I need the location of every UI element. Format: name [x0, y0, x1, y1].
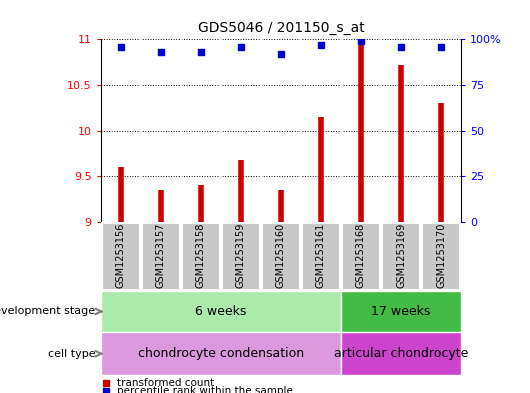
Bar: [341, 291, 461, 332]
Text: GSM1253170: GSM1253170: [436, 222, 446, 288]
Text: articular chondrocyte: articular chondrocyte: [334, 347, 468, 360]
Text: GSM1253160: GSM1253160: [276, 222, 286, 288]
Bar: [222, 223, 260, 290]
Bar: [182, 223, 220, 290]
Text: GSM1253169: GSM1253169: [396, 222, 406, 288]
Bar: [341, 332, 461, 375]
Bar: [422, 223, 460, 290]
Bar: [101, 332, 341, 375]
Bar: [382, 223, 420, 290]
Text: 17 weeks: 17 weeks: [372, 305, 431, 318]
Text: cell type: cell type: [48, 349, 95, 359]
Bar: [342, 223, 380, 290]
Text: GSM1253157: GSM1253157: [156, 222, 166, 288]
Text: GSM1253161: GSM1253161: [316, 222, 326, 288]
Title: GDS5046 / 201150_s_at: GDS5046 / 201150_s_at: [198, 22, 364, 35]
Text: transformed count: transformed count: [117, 378, 214, 388]
Bar: [101, 291, 341, 332]
Text: GSM1253158: GSM1253158: [196, 222, 206, 288]
Text: percentile rank within the sample: percentile rank within the sample: [117, 386, 293, 393]
Bar: [102, 223, 140, 290]
Bar: [302, 223, 340, 290]
Text: chondrocyte condensation: chondrocyte condensation: [138, 347, 304, 360]
Text: GSM1253168: GSM1253168: [356, 222, 366, 288]
Text: GSM1253156: GSM1253156: [116, 222, 126, 288]
Bar: [262, 223, 300, 290]
Text: development stage: development stage: [0, 307, 95, 316]
Text: 6 weeks: 6 weeks: [195, 305, 246, 318]
Text: GSM1253159: GSM1253159: [236, 222, 246, 288]
Bar: [142, 223, 180, 290]
